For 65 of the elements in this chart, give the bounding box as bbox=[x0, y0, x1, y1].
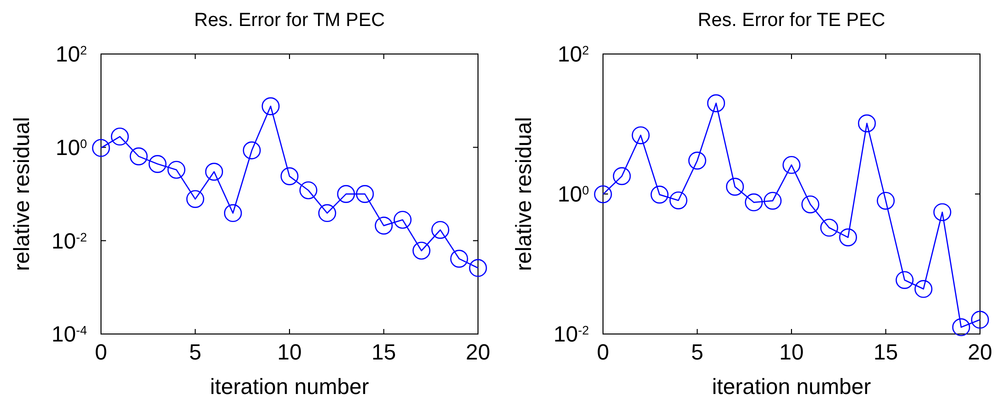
point bbox=[782, 156, 800, 174]
point bbox=[130, 147, 148, 166]
point bbox=[262, 97, 280, 116]
point bbox=[650, 186, 669, 204]
point bbox=[469, 259, 487, 277]
point bbox=[594, 185, 612, 204]
point bbox=[148, 155, 167, 173]
point bbox=[224, 204, 242, 222]
x-tick-label: 20 bbox=[968, 340, 992, 365]
point bbox=[632, 126, 650, 144]
point bbox=[186, 190, 204, 208]
y-tick-label: 10$^{2}$ bbox=[56, 42, 88, 67]
x-tick-label: 10 bbox=[277, 340, 302, 365]
point bbox=[412, 242, 430, 260]
point bbox=[669, 191, 688, 210]
point bbox=[707, 94, 726, 112]
point bbox=[299, 181, 318, 200]
y-tick-label: 10$^{2}$ bbox=[558, 42, 590, 67]
point bbox=[876, 192, 895, 210]
point bbox=[933, 203, 952, 222]
point bbox=[839, 228, 858, 246]
y-tick-label: 10$^{-2}$ bbox=[554, 322, 590, 347]
point bbox=[337, 185, 356, 203]
point bbox=[971, 310, 989, 329]
point bbox=[820, 218, 838, 237]
point bbox=[356, 185, 374, 203]
point bbox=[914, 280, 932, 298]
x-tick-label: 0 bbox=[94, 340, 108, 365]
point bbox=[280, 167, 298, 186]
point bbox=[92, 139, 110, 157]
y-axis-title: relative residual bbox=[511, 116, 536, 272]
y-tick-label: 10$^{-4}$ bbox=[52, 322, 88, 347]
point bbox=[318, 204, 336, 222]
y-tick-label: 10$^{0}$ bbox=[558, 182, 590, 207]
y-tick-label: 10$^{-2}$ bbox=[52, 228, 88, 254]
point bbox=[450, 250, 468, 268]
point bbox=[952, 318, 970, 336]
point bbox=[612, 167, 631, 186]
x-axis-title: iteration number bbox=[712, 374, 871, 399]
point bbox=[242, 141, 261, 160]
point bbox=[374, 216, 393, 235]
point bbox=[801, 195, 820, 214]
point bbox=[744, 193, 763, 212]
x-tick-label: 20 bbox=[466, 340, 490, 365]
x-tick-label: 5 bbox=[691, 340, 704, 365]
x-tick-label: 15 bbox=[874, 340, 898, 365]
x-tick-label: 15 bbox=[372, 340, 396, 365]
x-axis-title: iteration number bbox=[210, 374, 369, 399]
point bbox=[726, 178, 744, 196]
point bbox=[205, 162, 224, 181]
point bbox=[896, 271, 914, 289]
point bbox=[764, 192, 782, 210]
point bbox=[167, 160, 186, 179]
x-tick-label: 5 bbox=[189, 340, 202, 365]
chart-title: Res. Error for TE PEC bbox=[698, 10, 886, 31]
y-tick-label: 10$^{0}$ bbox=[56, 135, 88, 160]
point bbox=[431, 220, 450, 239]
x-tick-label: 0 bbox=[596, 340, 610, 365]
point bbox=[858, 114, 876, 132]
y-axis-title: relative residual bbox=[9, 116, 34, 272]
point bbox=[110, 128, 129, 146]
point bbox=[688, 152, 706, 170]
x-tick-label: 10 bbox=[779, 340, 804, 365]
point bbox=[394, 210, 412, 229]
chart-title: Res. Error for TM PEC bbox=[194, 10, 385, 31]
